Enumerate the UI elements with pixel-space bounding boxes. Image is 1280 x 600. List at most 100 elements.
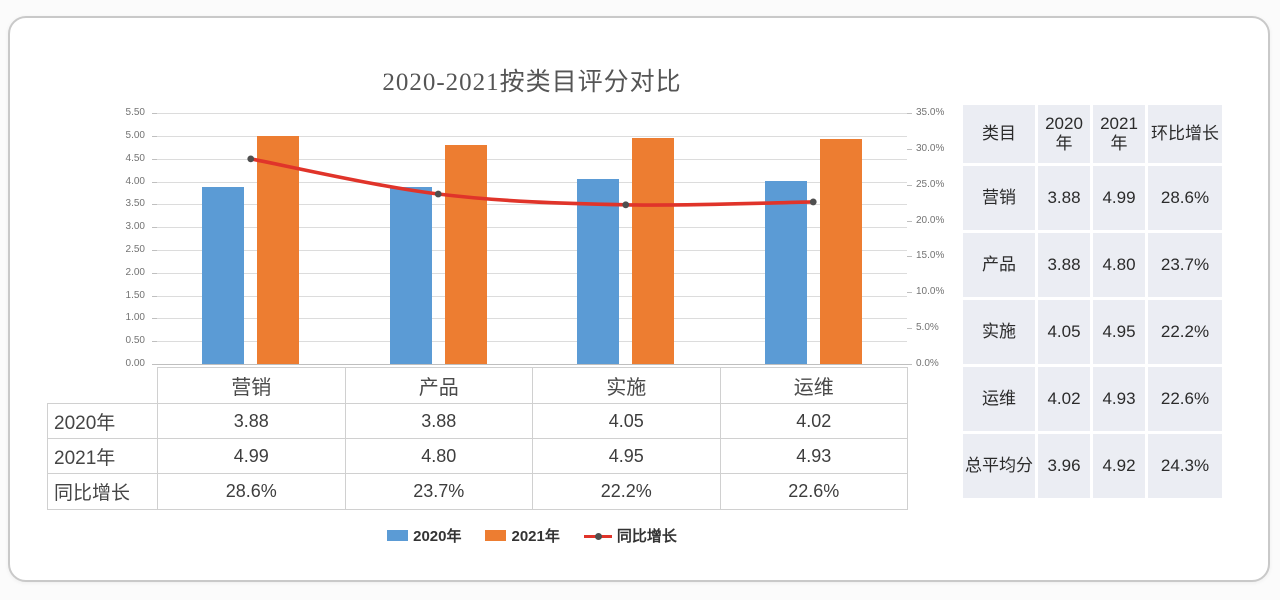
summary-value-cell: 4.95 [1093, 300, 1145, 364]
left-axis-label: 1.00 [125, 312, 145, 324]
bar-2021年-产品 [444, 144, 487, 364]
summary-header-类目: 类目 [963, 105, 1035, 163]
data-cell: 22.2% [532, 473, 721, 510]
gridline [157, 158, 907, 160]
bar-2020年-运维 [764, 180, 807, 364]
left-axis-tick [152, 295, 157, 297]
data-cell: 4.95 [532, 438, 721, 474]
data-table-header-row: 营销 产品 实施 运维 [48, 367, 908, 404]
left-axis-label: 3.50 [125, 198, 145, 210]
data-cell: 3.88 [157, 403, 346, 439]
summary-value-cell: 23.7% [1148, 233, 1222, 297]
data-cell: 3.88 [344, 403, 533, 439]
growth-line-path [249, 157, 816, 207]
summary-header-2021年: 2021年 [1093, 105, 1145, 163]
bar-2021年-运维 [819, 139, 862, 364]
summary-header-环比增长: 环比增长 [1148, 105, 1222, 163]
legend-item-同比增长: 同比增长 [583, 525, 677, 546]
legend-label: 2020年 [413, 527, 462, 545]
left-axis-tick [152, 204, 157, 206]
left-axis-tick [152, 227, 157, 229]
category-header-实施: 实施 [532, 367, 721, 404]
row-label-2020年: 2020年 [47, 403, 158, 439]
left-axis-tick [152, 158, 157, 160]
summary-value-cell: 28.6% [1148, 166, 1222, 230]
bar-2020年-营销 [202, 186, 245, 364]
summary-value-cell: 4.92 [1093, 434, 1145, 498]
left-axis-label: 0.50 [125, 335, 145, 347]
summary-header-row: 类目 2020年 2021年 环比增长 [963, 105, 1222, 163]
data-cell: 22.6% [719, 473, 908, 510]
left-axis-tick [152, 249, 157, 251]
left-axis-label: 1.50 [125, 289, 145, 301]
right-axis-label: 5.0% [916, 322, 939, 334]
left-axis-label: 5.50 [125, 107, 145, 118]
chart-title: 2020-2021按类目评分对比 [382, 69, 682, 96]
line-marker-产品 [434, 190, 442, 198]
left-axis-tick [152, 364, 157, 365]
summary-value-cell: 3.88 [1038, 233, 1090, 297]
chart-legend: 2020年 2021年 同比增长 [157, 522, 907, 548]
plot-area [152, 113, 912, 365]
summary-category-cell: 总平均分 [963, 434, 1035, 498]
summary-category-cell: 产品 [963, 233, 1035, 297]
summary-category-cell: 实施 [963, 300, 1035, 364]
summary-value-cell: 4.02 [1038, 367, 1090, 431]
bar-2021年-营销 [257, 136, 300, 364]
data-table-row: 2020年 3.88 3.88 4.05 4.02 [47, 403, 908, 439]
left-axis-label: 5.00 [125, 129, 145, 141]
right-axis-tick [907, 364, 912, 365]
data-table-corner [48, 368, 158, 404]
left-axis-tick [152, 135, 157, 137]
gridline [157, 227, 907, 229]
right-axis-label: 20.0% [916, 214, 945, 226]
gridline [157, 318, 907, 320]
data-table-row: 2021年 4.99 4.80 4.95 4.93 [47, 438, 908, 474]
left-axis-label: 2.50 [125, 243, 145, 255]
summary-row-运维: 运维 4.02 4.93 22.6% [963, 367, 1222, 431]
right-axis-tick [907, 184, 912, 186]
summary-value-cell: 22.6% [1148, 367, 1222, 431]
summary-value-cell: 4.80 [1093, 233, 1145, 297]
summary-row-总平均分: 总平均分 3.96 4.92 24.3% [963, 434, 1222, 498]
left-axis-label: 0.00 [125, 358, 145, 369]
right-axis-label: 10.0% [916, 286, 945, 298]
bar-2020年-产品 [389, 186, 432, 364]
legend-line-swatch [583, 530, 612, 541]
data-cell: 4.02 [719, 403, 908, 439]
category-header-运维: 运维 [719, 367, 908, 404]
row-label-2021年: 2021年 [47, 438, 158, 474]
data-cell: 4.80 [344, 438, 533, 474]
legend-label: 2021年 [511, 527, 560, 545]
gridline [157, 113, 907, 114]
category-header-营销: 营销 [157, 367, 346, 404]
right-axis-tick [907, 148, 912, 150]
right-axis-tick [907, 256, 912, 258]
row-label-同比增长: 同比增长 [47, 473, 158, 510]
summary-value-cell: 4.05 [1038, 300, 1090, 364]
summary-row-实施: 实施 4.05 4.95 22.2% [963, 300, 1222, 364]
bar-2020年-实施 [577, 179, 620, 364]
legend-item-2021年: 2021年 [485, 525, 560, 546]
gridline [157, 272, 907, 274]
category-header-产品: 产品 [344, 367, 533, 404]
left-axis-label: 2.00 [125, 266, 145, 278]
gridline [157, 364, 907, 365]
gridline [157, 295, 907, 297]
line-marker-营销 [247, 155, 255, 163]
gridline [157, 135, 907, 137]
data-cell: 4.05 [532, 403, 721, 439]
summary-row-产品: 产品 3.88 4.80 23.7% [963, 233, 1222, 297]
right-axis-label: 35.0% [916, 107, 945, 118]
bar-2021年-实施 [632, 138, 675, 364]
left-axis-tick [152, 341, 157, 343]
gridline [157, 249, 907, 251]
left-axis-tick [152, 113, 157, 114]
summary-row-营销: 营销 3.88 4.99 28.6% [963, 166, 1222, 230]
summary-category-cell: 运维 [963, 367, 1035, 431]
growth-line-series [247, 155, 817, 209]
left-axis-label: 3.00 [125, 221, 145, 233]
right-axis-tick [907, 292, 912, 294]
summary-table: 类目 2020年 2021年 环比增长 营销 3.88 4.99 28.6% 产品 3.88 4.8… [960, 102, 1225, 501]
right-axis-tick [907, 220, 912, 222]
